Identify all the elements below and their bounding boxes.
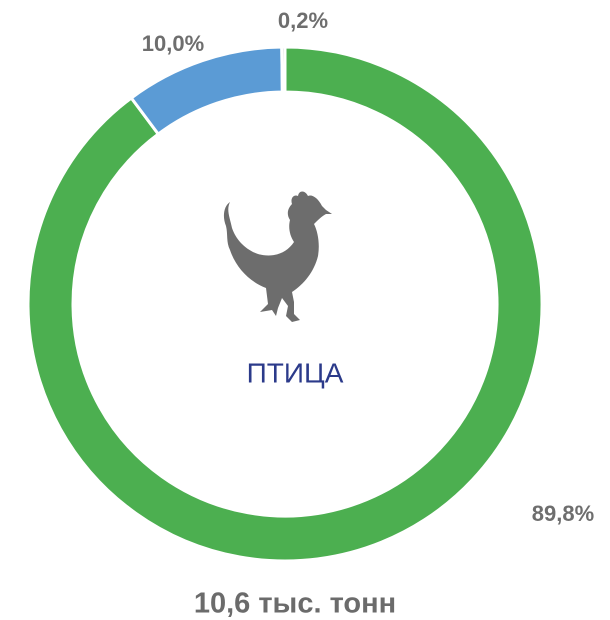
donut-segment — [280, 45, 287, 94]
value-label: 10,0% — [142, 31, 204, 56]
donut — [26, 45, 544, 563]
donut-segment — [26, 45, 544, 563]
value-label: 89,8% — [532, 501, 594, 526]
center-label: ПТИЦА — [247, 357, 344, 388]
donut-segment — [129, 45, 284, 137]
chicken-icon — [223, 191, 332, 322]
value-label: 0,2% — [278, 8, 328, 33]
total-label: 10,6 тыс. тонн — [194, 588, 396, 620]
